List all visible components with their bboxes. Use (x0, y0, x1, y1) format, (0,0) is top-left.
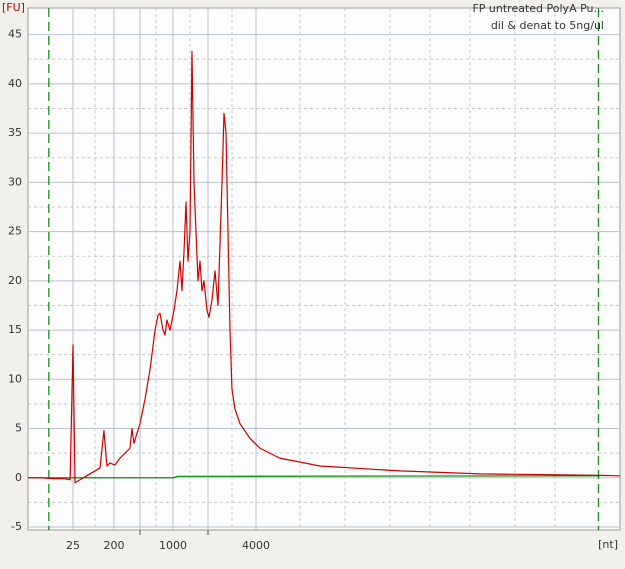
y-tick-label: 45 (8, 28, 22, 41)
chart-subtitle: dil & denat to 5ng/ul (491, 19, 604, 32)
y-tick-label: 15 (8, 323, 22, 336)
grid (28, 8, 620, 535)
y-tick-label: 20 (8, 274, 22, 287)
y-tick-label: 35 (8, 126, 22, 139)
x-tick-label: 25 (66, 539, 80, 552)
marks (28, 8, 621, 530)
x-tick-label: 4000 (242, 539, 270, 552)
trace-line (28, 475, 600, 479)
y-tick-label: 30 (8, 175, 22, 188)
x-axis-label: [nt] (598, 538, 618, 551)
trace-line (28, 50, 621, 484)
y-tick-label: 10 (8, 372, 22, 385)
y-axis-label: [FU] (2, 1, 25, 14)
y-tick-label: -5 (11, 520, 22, 533)
y-tick-label: 25 (8, 225, 22, 238)
x-tick-label: 1000 (159, 539, 187, 552)
y-tick-label: 40 (8, 77, 22, 90)
plot-area (27, 7, 621, 531)
chart-title: FP untreated PolyA Pu... (472, 2, 604, 15)
y-tick-label: 5 (15, 422, 22, 435)
y-tick-label: 0 (15, 471, 22, 484)
x-tick-label: 200 (104, 539, 125, 552)
